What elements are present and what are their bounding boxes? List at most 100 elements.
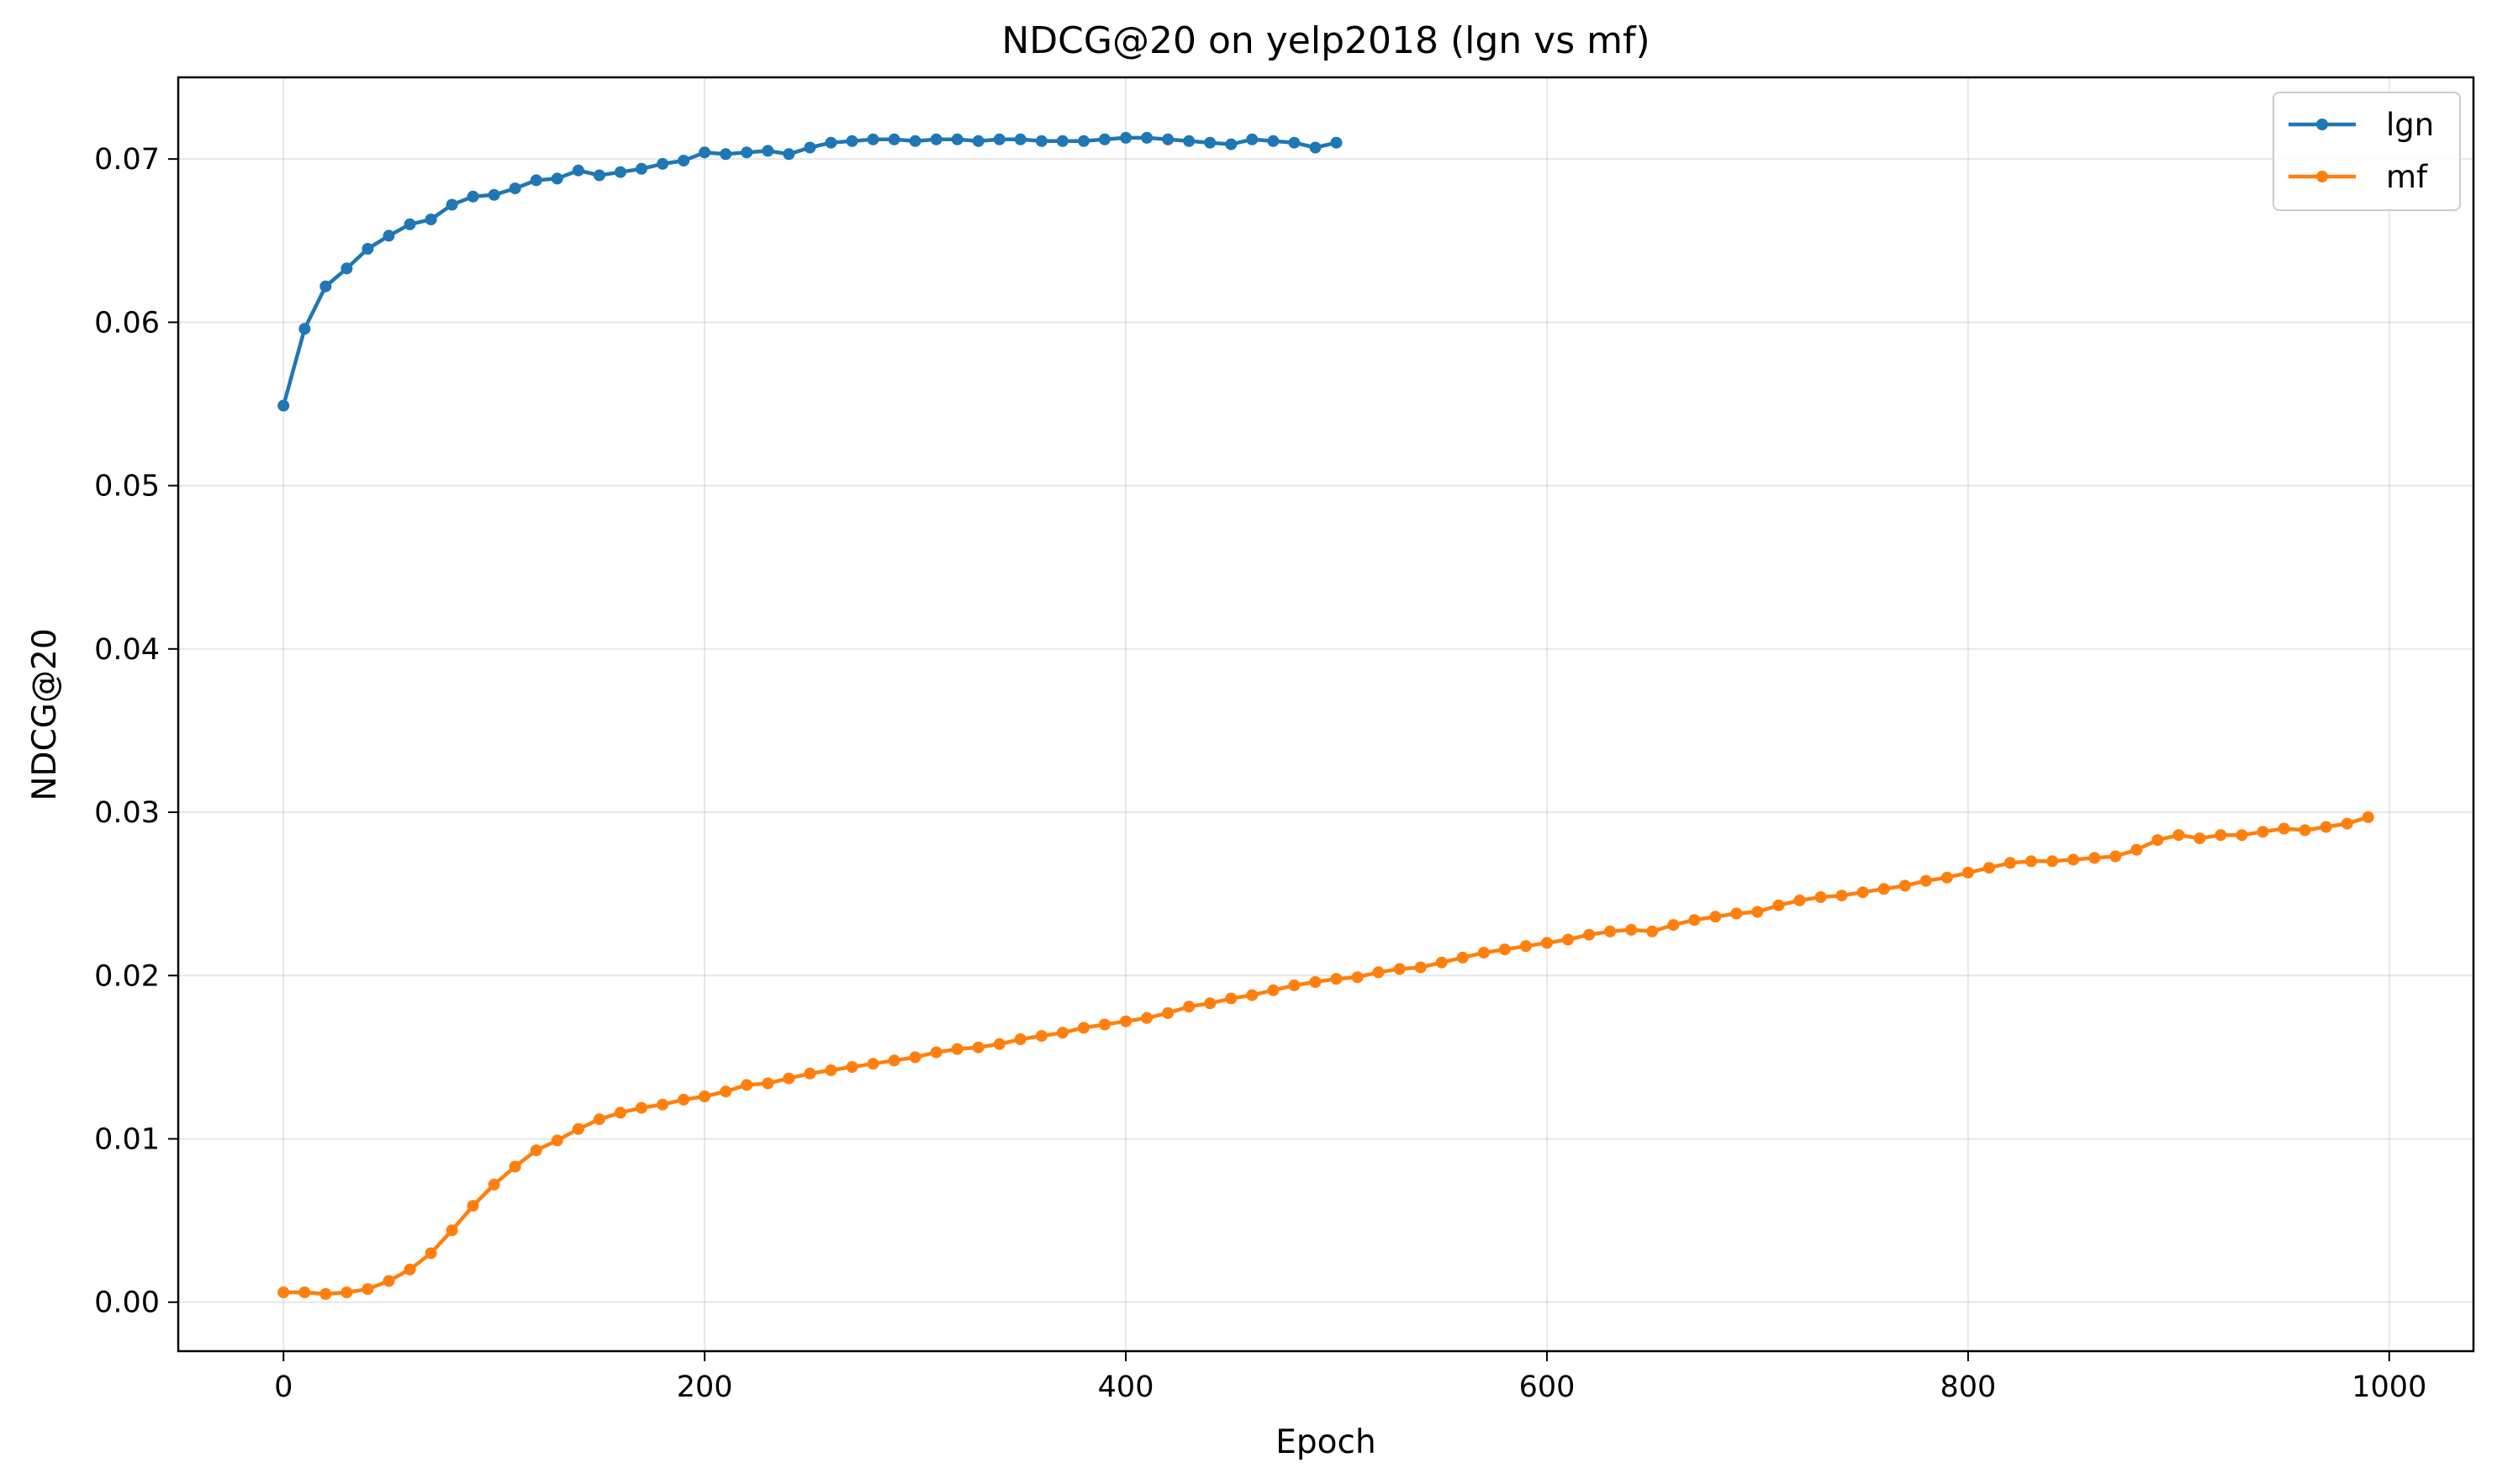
data-point-mf — [1330, 973, 1343, 985]
data-point-mf — [741, 1079, 753, 1091]
data-point-mf — [2067, 853, 2080, 866]
y-tick-label: 0.00 — [94, 1286, 160, 1320]
data-point-lgn — [572, 164, 584, 177]
data-point-mf — [2046, 855, 2059, 868]
data-point-mf — [2362, 811, 2374, 823]
data-point-mf — [1414, 961, 1427, 974]
data-point-mf — [804, 1067, 816, 1080]
series-line-mf — [281, 815, 2371, 1297]
data-point-lgn — [1056, 135, 1069, 147]
data-point-mf — [1667, 919, 1680, 932]
y-tick-label: 0.07 — [94, 143, 160, 177]
data-point-mf — [699, 1091, 711, 1102]
chart-title: NDCG@20 on yelp2018 (lgn vs mf) — [1001, 19, 1650, 62]
y-tick-label: 0.06 — [94, 306, 160, 340]
data-point-mf — [1056, 1027, 1069, 1039]
data-point-mf — [383, 1275, 395, 1287]
data-point-lgn — [488, 188, 500, 201]
data-point-mf — [1204, 997, 1217, 1010]
series-lgn — [277, 131, 1343, 412]
data-point-lgn — [846, 135, 858, 147]
data-point-mf — [1919, 874, 1932, 887]
data-point-mf — [1751, 906, 1764, 918]
data-point-lgn — [277, 399, 290, 412]
data-point-lgn — [1162, 133, 1175, 145]
y-tick-label: 0.02 — [94, 959, 160, 993]
data-point-lgn — [1330, 136, 1343, 149]
data-point-lgn — [1141, 131, 1153, 144]
legend-label-mf: mf — [2386, 159, 2428, 195]
data-point-mf — [888, 1054, 900, 1067]
data-point-mf — [2236, 829, 2248, 842]
x-tick-label: 200 — [677, 1370, 733, 1404]
data-point-lgn — [509, 182, 521, 195]
data-point-mf — [1498, 943, 1511, 956]
data-point-mf — [530, 1144, 542, 1157]
data-point-lgn — [762, 145, 774, 157]
data-point-mf — [1877, 883, 1890, 895]
y-tick-label: 0.01 — [94, 1123, 160, 1157]
ticks: 0 200 400 600 800 1000 0.00 0.01 0.02 0.03 0.04 0.0… — [94, 143, 2426, 1404]
data-point-mf — [1120, 1015, 1132, 1027]
data-point-mf — [2215, 829, 2227, 842]
data-point-mf — [572, 1122, 584, 1135]
data-point-mf — [930, 1046, 942, 1059]
data-point-mf — [636, 1101, 647, 1114]
series-layer — [277, 131, 2374, 1300]
data-point-mf — [1014, 1033, 1027, 1045]
data-point-mf — [657, 1098, 669, 1111]
data-point-mf — [2320, 821, 2332, 833]
data-point-mf — [277, 1286, 290, 1299]
x-tick-label: 1000 — [2352, 1370, 2426, 1404]
legend: lgn mf — [2273, 92, 2461, 211]
y-tick-label: 0.04 — [94, 633, 160, 667]
data-point-lgn — [783, 148, 795, 161]
data-point-mf — [783, 1072, 795, 1085]
data-point-mf — [2025, 855, 2037, 868]
data-point-lgn — [467, 190, 479, 203]
data-point-mf — [1625, 923, 1638, 936]
data-point-mf — [1141, 1011, 1153, 1024]
data-point-mf — [1835, 890, 1848, 902]
data-point-mf — [1309, 976, 1322, 988]
x-tick-label: 400 — [1098, 1370, 1154, 1404]
data-point-mf — [1225, 992, 1238, 1005]
data-point-lgn — [1246, 133, 1259, 145]
data-point-lgn — [825, 136, 837, 149]
data-point-mf — [1267, 984, 1280, 996]
data-point-mf — [340, 1286, 353, 1299]
plot-frame — [177, 76, 2475, 1353]
data-point-lgn — [888, 133, 900, 145]
data-point-mf — [1393, 963, 1406, 975]
data-point-mf — [1477, 947, 1490, 959]
data-point-lgn — [993, 133, 1006, 145]
data-point-mf — [1646, 925, 1659, 937]
data-point-mf — [2193, 832, 2206, 845]
data-point-mf — [762, 1077, 774, 1090]
data-point-mf — [867, 1058, 879, 1070]
data-point-mf — [909, 1051, 921, 1064]
data-point-mf — [467, 1200, 479, 1212]
data-point-mf — [1730, 907, 1743, 920]
data-point-lgn — [636, 162, 647, 175]
data-point-mf — [319, 1288, 332, 1300]
data-point-mf — [551, 1134, 563, 1147]
data-point-lgn — [1014, 133, 1027, 145]
data-point-lgn — [930, 133, 942, 145]
data-point-lgn — [551, 172, 563, 185]
data-point-lgn — [298, 323, 311, 335]
data-point-mf — [972, 1041, 985, 1054]
data-point-lgn — [446, 198, 458, 211]
data-point-mf — [1035, 1030, 1048, 1043]
data-point-mf — [404, 1263, 416, 1275]
data-point-mf — [951, 1043, 963, 1055]
data-point-lgn — [678, 155, 690, 167]
data-point-lgn — [362, 242, 374, 255]
data-point-mf — [2278, 822, 2290, 835]
data-point-mf — [1772, 899, 1785, 911]
data-point-lgn — [340, 262, 353, 275]
data-point-mf — [1856, 886, 1869, 899]
y-axis-label: NDCG@20 — [26, 628, 64, 800]
